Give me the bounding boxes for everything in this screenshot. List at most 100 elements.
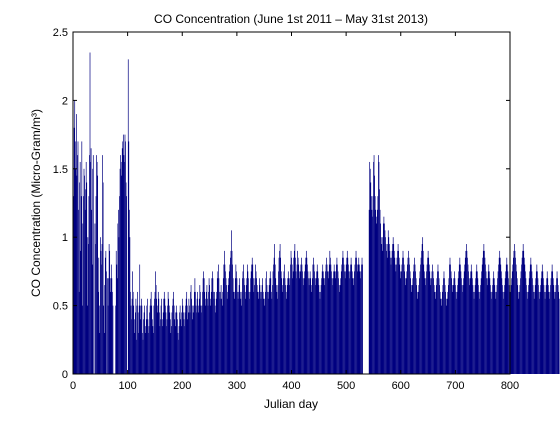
bar <box>212 271 213 374</box>
bar <box>427 250 429 374</box>
bar <box>437 271 438 374</box>
bar <box>304 271 306 374</box>
bar <box>168 298 170 374</box>
bar <box>101 264 102 374</box>
bar <box>543 278 544 374</box>
bar <box>208 278 210 374</box>
bar <box>531 264 532 374</box>
bar <box>198 298 200 374</box>
bar <box>492 278 494 374</box>
bar <box>425 278 427 374</box>
bar <box>91 209 92 374</box>
bar <box>287 278 289 374</box>
bar <box>375 209 377 374</box>
x-axis-title: Julian day <box>264 397 318 411</box>
bar <box>174 319 176 374</box>
bar <box>249 298 250 374</box>
bar <box>454 271 455 374</box>
bar <box>241 291 243 374</box>
bar <box>131 298 133 374</box>
bar <box>218 278 220 374</box>
bar <box>511 278 513 374</box>
bar <box>301 264 303 374</box>
bar <box>558 298 560 374</box>
bar <box>510 285 512 374</box>
bar <box>74 141 76 374</box>
bar <box>423 271 425 374</box>
bar <box>274 264 276 374</box>
bar <box>536 264 538 374</box>
bar <box>110 264 112 374</box>
bar <box>136 305 138 374</box>
bar <box>316 271 318 374</box>
bar <box>334 278 336 374</box>
bar <box>360 271 362 374</box>
bar <box>380 223 381 374</box>
bar <box>310 278 312 374</box>
bar <box>524 264 526 374</box>
bar <box>199 285 201 374</box>
bar <box>511 271 513 374</box>
bar <box>191 298 192 374</box>
bar <box>192 312 194 374</box>
bar <box>407 257 409 374</box>
bar <box>373 161 374 374</box>
bar <box>354 271 355 374</box>
bar <box>206 285 208 374</box>
bar <box>163 291 165 374</box>
bar <box>181 312 183 374</box>
bar <box>382 237 384 374</box>
bar <box>534 285 536 374</box>
bar <box>232 264 233 374</box>
bar <box>478 291 480 374</box>
bar <box>494 285 496 374</box>
bar <box>494 291 496 374</box>
bar <box>228 278 230 374</box>
bar <box>184 326 185 374</box>
bar <box>225 271 226 374</box>
bar <box>538 285 539 374</box>
bar <box>335 271 337 374</box>
bar <box>118 209 119 374</box>
bar <box>220 285 222 374</box>
bar <box>138 305 140 374</box>
bar <box>433 285 435 374</box>
bar <box>182 305 184 374</box>
bar <box>173 291 174 374</box>
bar <box>218 264 219 374</box>
bar <box>513 250 515 374</box>
bar <box>326 264 328 374</box>
bar <box>323 278 325 374</box>
bar <box>410 278 412 374</box>
bar <box>327 271 328 374</box>
bar <box>197 291 198 374</box>
bar <box>291 257 292 374</box>
bar <box>208 291 209 374</box>
bar <box>157 305 159 374</box>
bar <box>556 278 557 374</box>
bar <box>103 305 105 374</box>
bar <box>338 278 339 374</box>
bar <box>278 257 280 374</box>
bar <box>202 278 204 374</box>
bar <box>190 285 192 374</box>
bar <box>313 257 314 374</box>
bar <box>508 278 509 374</box>
bar <box>382 223 384 374</box>
bar <box>86 305 88 374</box>
bar <box>434 291 436 374</box>
bar <box>525 271 526 374</box>
bar <box>528 285 529 374</box>
bar <box>506 264 508 374</box>
bar <box>401 271 402 374</box>
bar <box>525 278 527 374</box>
bar <box>197 305 199 374</box>
bar <box>256 278 257 374</box>
bar <box>109 250 111 374</box>
bar <box>226 298 228 374</box>
bar <box>521 257 523 374</box>
bar <box>215 312 216 374</box>
bar <box>213 291 214 374</box>
bar <box>429 278 431 374</box>
bar <box>457 278 459 374</box>
